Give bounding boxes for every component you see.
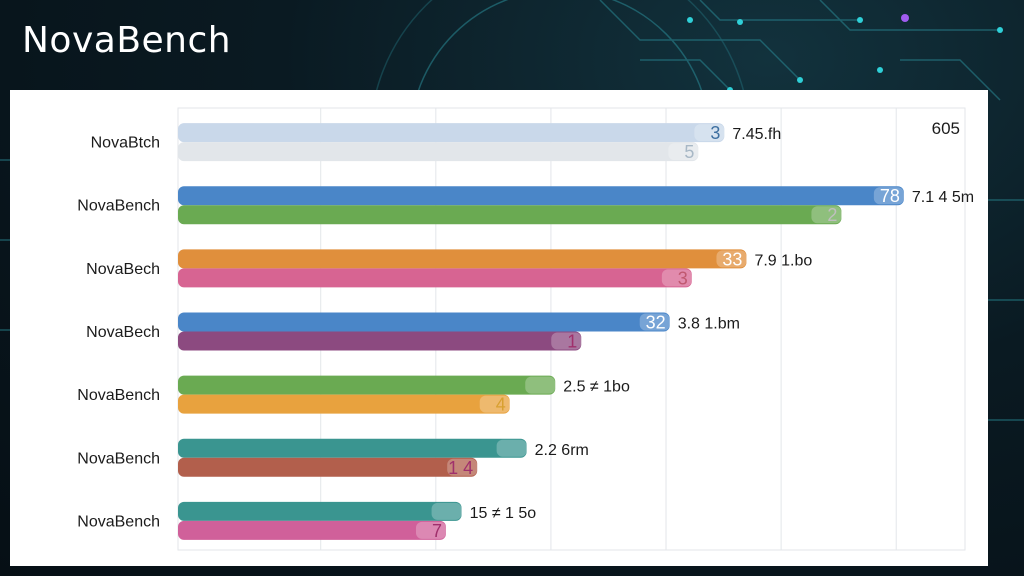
bar-series-1	[178, 501, 462, 521]
bar-cap	[668, 143, 699, 161]
data-label: 7.45.fh	[732, 126, 781, 143]
bar-badge: 78	[880, 186, 900, 206]
bar-badge: 1 4	[448, 458, 473, 478]
bar-series-1	[178, 123, 725, 143]
bar-cap	[716, 250, 747, 268]
bar-badge: 4	[496, 395, 506, 415]
chart-panel: 605 NovaBtch 3 5 7.45.fh NovaBench 78 2 7.1 4 5m…	[10, 90, 988, 566]
bar-cap	[479, 395, 510, 413]
bar-cap	[694, 124, 725, 142]
category-label: NovaBech	[86, 324, 160, 341]
bar-series-1	[178, 375, 556, 395]
category-label: NovaBench	[77, 513, 160, 530]
bar-badge: 3	[710, 123, 720, 143]
bar-series-2	[178, 268, 692, 288]
bar-series-1	[178, 312, 670, 332]
bar-series-1	[178, 186, 904, 206]
data-label: 3.8 1.bm	[678, 316, 740, 333]
data-label: 7.1 4 5m	[912, 189, 974, 206]
bar-cap	[525, 376, 556, 394]
bar-cap	[639, 313, 670, 331]
category-label: NovaBtch	[91, 135, 160, 152]
bar-badge: 3	[678, 268, 688, 288]
app-title: NovaBench	[22, 20, 232, 61]
bar-badge: 2	[827, 205, 837, 225]
bar-series-2	[178, 520, 446, 540]
data-label: 7.9 1.bo	[754, 252, 812, 269]
bar-series-1	[178, 438, 527, 458]
bar-cap	[431, 502, 462, 520]
bar-badge: 5	[684, 142, 694, 162]
category-label: NovaBench	[77, 450, 160, 467]
bar-badge: 32	[646, 313, 666, 333]
data-label: 15 ≠ 1 5o	[470, 505, 537, 522]
top-right-label: 605	[932, 119, 960, 138]
bar-badge: 1	[567, 332, 577, 352]
bar-series-2	[178, 394, 510, 414]
bar-cap	[811, 206, 842, 224]
category-label: NovaBench	[77, 198, 160, 215]
bar-cap	[551, 332, 582, 350]
category-label: NovaBech	[86, 261, 160, 278]
bar-cap	[447, 458, 478, 476]
category-label: NovaBench	[77, 387, 160, 404]
bar-series-2	[178, 457, 478, 477]
bar-series-2	[178, 331, 582, 351]
data-label: 2.2 6rm	[535, 442, 589, 459]
bar-series-2	[178, 142, 699, 162]
bar-badge: 33	[722, 249, 742, 269]
plot-frame	[177, 107, 966, 551]
bar-cap	[661, 269, 692, 287]
bar-cap	[496, 439, 527, 457]
bar-cap	[415, 521, 446, 539]
data-label: 2.5 ≠ 1bo	[563, 379, 630, 396]
bar-series-2	[178, 205, 842, 225]
bar-badge: 7	[432, 521, 442, 541]
chart-bars	[178, 123, 904, 540]
bar-cap	[873, 187, 904, 205]
bar-series-1	[178, 249, 747, 269]
